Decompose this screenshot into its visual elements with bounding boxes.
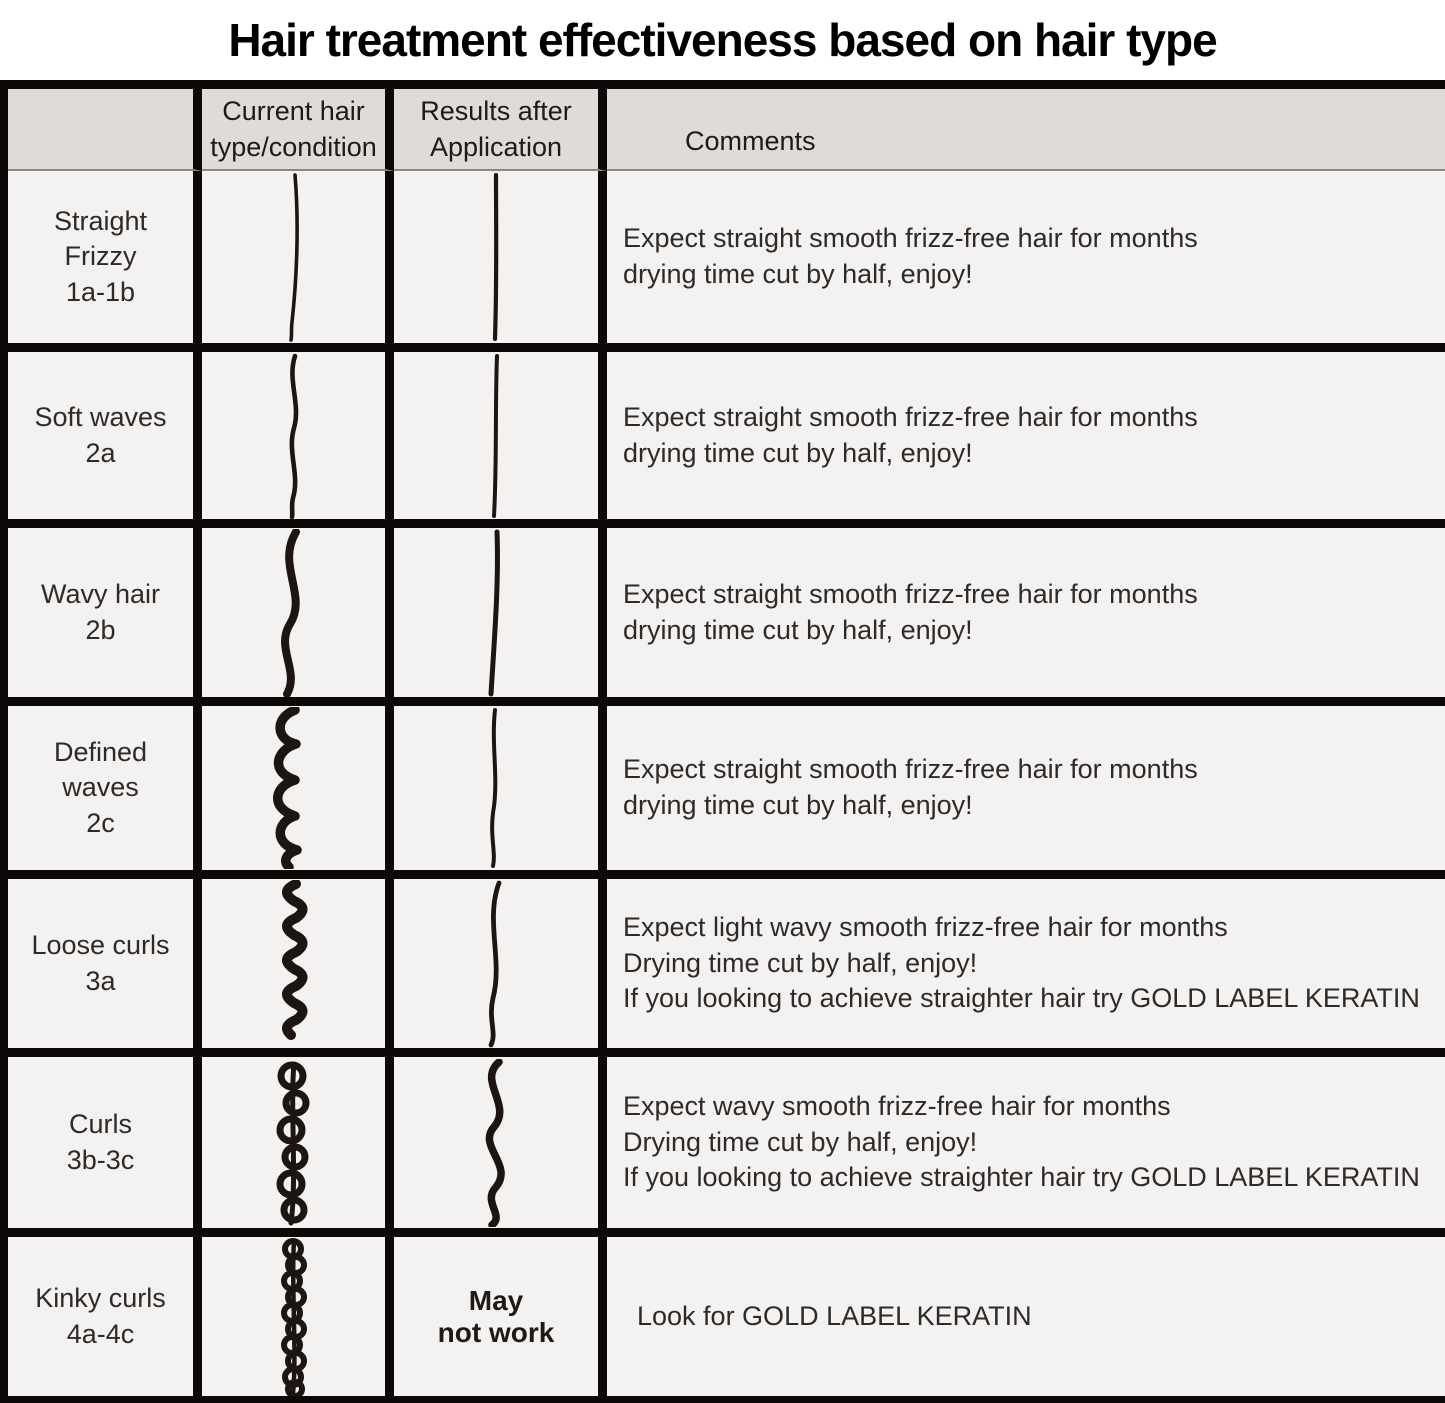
row-label-kinky-curls: Kinky curls 4a-4c — [8, 1237, 202, 1403]
hair-stroke-straight-icon — [492, 172, 499, 342]
row-label-straight-frizzy: Straight Frizzy 1a-1b — [8, 171, 202, 352]
header-current-hair: Current hair type/condition — [202, 89, 394, 171]
comment-row3: Expect straight smooth frizz-free hair f… — [607, 528, 1445, 706]
current-cell-row6 — [202, 1057, 394, 1237]
row-label-curls: Curls 3b-3c — [8, 1057, 202, 1237]
row-label-loose-curls: Loose curls 3a — [8, 879, 202, 1057]
result-cell-row6 — [394, 1057, 607, 1237]
row-label-wavy-hair: Wavy hair 2b — [8, 528, 202, 706]
comment-row4: Expect straight smooth frizz-free hair f… — [607, 706, 1445, 879]
result-cell-row3 — [394, 528, 607, 706]
result-may-not-work: May not work — [394, 1237, 607, 1403]
comment-row1: Expect straight smooth frizz-free hair f… — [607, 171, 1445, 352]
page-title: Hair treatment effectiveness based on ha… — [228, 14, 1217, 66]
hair-stroke-gentle-s-wave-icon — [488, 880, 502, 1047]
result-cell-row5 — [394, 879, 607, 1057]
current-cell-row2 — [202, 352, 394, 528]
hair-stroke-loop-coil-icon — [276, 1061, 309, 1225]
current-cell-row5 — [202, 879, 394, 1057]
hair-stroke-straight-icon — [488, 529, 500, 696]
hair-stroke-tight-squiggle-icon — [281, 879, 307, 1040]
hair-stroke-slight-wave-icon — [490, 708, 498, 868]
hair-stroke-big-wave-icon — [485, 1058, 505, 1227]
hair-stroke-dense-coil-icon — [280, 1237, 307, 1396]
header-results-after: Results after Application — [394, 89, 607, 171]
row-label-soft-waves: Soft waves 2a — [8, 352, 202, 528]
header-row-label — [8, 89, 202, 171]
hair-stroke-straight-frizzy-icon — [288, 173, 299, 342]
hair-stroke-wavy-icon — [280, 528, 300, 697]
comment-row6: Expect wavy smooth frizz-free hair for m… — [607, 1057, 1445, 1237]
comment-row7: Look for GOLD LABEL KERATIN — [607, 1237, 1445, 1403]
row-label-defined-waves: Defined waves 2c — [8, 706, 202, 879]
result-cell-row4 — [394, 706, 607, 879]
current-cell-row4 — [202, 706, 394, 879]
hair-stroke-soft-wave-icon — [289, 353, 298, 519]
hair-stroke-defined-wave-icon — [272, 707, 302, 869]
current-cell-row7 — [202, 1237, 394, 1403]
hair-stroke-straight-icon — [492, 353, 499, 518]
current-cell-row3 — [202, 528, 394, 706]
current-cell-row1 — [202, 171, 394, 352]
result-cell-row2 — [394, 352, 607, 528]
result-cell-row1 — [394, 171, 607, 352]
title-area: Hair treatment effectiveness based on ha… — [0, 0, 1445, 80]
hair-type-table: Current hair type/condition Results afte… — [0, 80, 1445, 1403]
header-comments: Comments — [607, 89, 1445, 171]
comment-row2: Expect straight smooth frizz-free hair f… — [607, 352, 1445, 528]
comment-row5: Expect light wavy smooth frizz-free hair… — [607, 879, 1445, 1057]
